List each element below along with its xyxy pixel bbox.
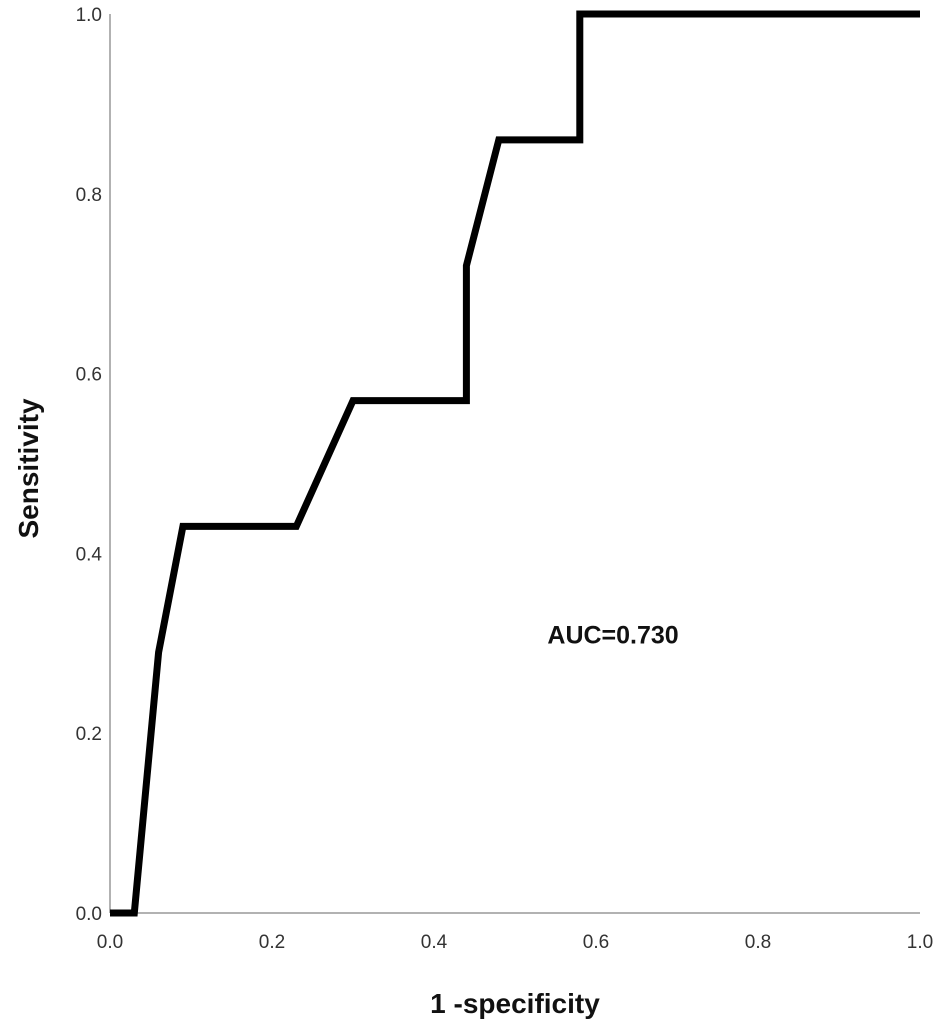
auc-annotation: AUC=0.730 [547,621,678,649]
x-tick-label: 1.0 [907,932,933,953]
y-tick-label: 0.4 [76,544,103,565]
x-tick-label: 0.6 [583,932,609,953]
x-axis-title: 1 -specificity [430,988,600,1019]
y-axis-title: Sensitivity [13,398,44,538]
y-tick-label: 1.0 [76,5,102,26]
y-tick-label: 0.8 [76,185,102,206]
tick-labels: 0.0 0.2 0.4 0.6 0.8 1.0 0.0 0.2 0.4 0.6 0.8 1.0 [76,5,934,953]
y-tick-label: 0.0 [76,904,102,925]
annotations: AUC=0.730 [547,621,678,649]
y-tick-label: 0.6 [76,365,102,386]
x-tick-label: 0.8 [745,932,771,953]
axes [109,14,920,914]
x-tick-label: 0.4 [421,932,448,953]
roc-curve-line [110,10,920,917]
x-tick-label: 0.0 [97,932,123,953]
y-tick-label: 0.2 [76,724,102,745]
roc-curve-group [110,10,920,917]
x-tick-label: 0.2 [259,932,285,953]
